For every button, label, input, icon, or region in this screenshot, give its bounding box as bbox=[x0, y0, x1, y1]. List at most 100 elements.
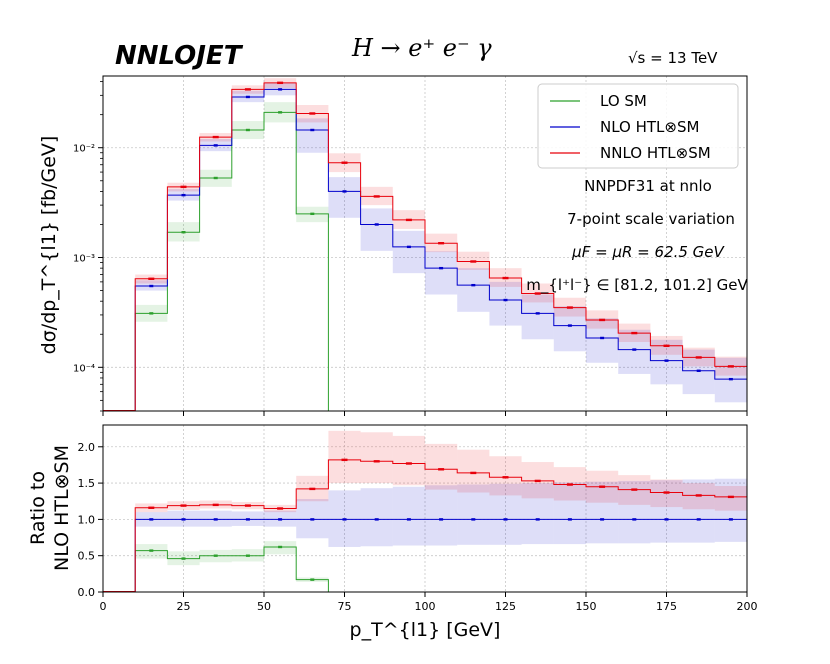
main-band-1-17 bbox=[650, 339, 683, 385]
main-marker-2-3 bbox=[212, 135, 219, 139]
ratio-marker-2-15 bbox=[599, 485, 606, 488]
main-marker-2-7 bbox=[341, 161, 348, 164]
ratio-marker-1-5 bbox=[278, 518, 283, 521]
ratio-marker-2-14 bbox=[566, 483, 573, 486]
ratio-marker-1-17 bbox=[664, 518, 669, 521]
main-marker-0-1 bbox=[149, 312, 154, 315]
main-marker-1-3 bbox=[213, 144, 218, 147]
main-y-tick-label-1: 10⁻³ bbox=[73, 254, 95, 265]
ratio-marker-1-9 bbox=[406, 518, 411, 521]
ratio-y-tick-label-3: 1.5 bbox=[78, 477, 96, 490]
main-marker-0-4 bbox=[245, 128, 250, 132]
ratio-marker-2-1 bbox=[148, 506, 155, 509]
x-tick-label-3: 75 bbox=[338, 600, 352, 613]
main-marker-2-17 bbox=[663, 344, 670, 347]
annotation-scales: μF = μR = 62.5 GeV bbox=[571, 243, 725, 261]
main-marker-2-16 bbox=[631, 331, 638, 335]
x-tick-label-1: 25 bbox=[177, 600, 191, 613]
ratio-marker-2-7 bbox=[341, 458, 348, 462]
ratio-marker-2-19 bbox=[727, 495, 734, 499]
ratio-marker-2-2 bbox=[180, 504, 187, 507]
ratio-marker-0-6 bbox=[310, 578, 315, 581]
main-band-1-13 bbox=[521, 294, 554, 340]
x-axis-label: p_T^{l1} [GeV] bbox=[350, 619, 501, 641]
x-tick-label-0: 0 bbox=[100, 600, 107, 613]
main-marker-1-17 bbox=[664, 359, 669, 362]
ratio-marker-2-3 bbox=[212, 503, 219, 507]
ratio-marker-2-13 bbox=[534, 479, 541, 483]
main-series-line-0 bbox=[134, 111, 329, 411]
ratio-y-tick-label-2: 1.0 bbox=[78, 513, 96, 526]
main-marker-1-16 bbox=[632, 348, 637, 351]
ratio-band-2-12 bbox=[489, 456, 522, 496]
ratio-marker-1-14 bbox=[567, 518, 572, 521]
ratio-band-1-11 bbox=[457, 484, 490, 545]
ratio-marker-1-12 bbox=[503, 518, 508, 521]
ratio-marker-2-6 bbox=[309, 487, 316, 491]
energy-label: √s = 13 TeV bbox=[628, 49, 718, 67]
ratio-marker-2-10 bbox=[438, 468, 445, 471]
annotation-mass-window: m_{l⁺l⁻} ∈ [81.2, 101.2] GeV bbox=[526, 276, 748, 295]
main-plot-panel: 10⁻⁴ 10⁻³ 10⁻² dσ/dp_T^{l1} [fb/GeV] LO SM… bbox=[38, 75, 748, 416]
main-marker-2-13 bbox=[534, 292, 541, 295]
ratio-band-1-8 bbox=[360, 488, 393, 547]
main-band-1-14 bbox=[553, 306, 586, 352]
ratio-marker-2-12 bbox=[502, 476, 509, 479]
main-marker-2-10 bbox=[438, 242, 445, 245]
ratio-marker-1-8 bbox=[374, 518, 379, 521]
x-tick-label-6: 150 bbox=[576, 600, 597, 613]
main-band-1-11 bbox=[457, 268, 490, 312]
legend-label-lo: LO SM bbox=[600, 92, 647, 110]
ratio-marker-2-4 bbox=[244, 504, 251, 507]
main-y-tick-label-2: 10⁻² bbox=[73, 144, 95, 155]
main-marker-1-9 bbox=[406, 245, 411, 249]
main-marker-1-14 bbox=[567, 324, 572, 327]
main-marker-2-6 bbox=[309, 112, 316, 115]
ratio-band-1-10 bbox=[425, 485, 458, 546]
ratio-y-tick-label-1: 0.5 bbox=[78, 550, 96, 563]
ratio-band-2-11 bbox=[457, 449, 490, 493]
ratio-series-line-0 bbox=[134, 546, 329, 592]
ratio-uncertainty-bands bbox=[135, 430, 747, 582]
ratio-y-axis-label-line1: Ratio to bbox=[27, 471, 49, 545]
x-tick-label-2: 50 bbox=[257, 600, 271, 613]
main-marker-2-12 bbox=[502, 276, 509, 280]
annotation-pdf: NNPDF31 at nnlo bbox=[584, 177, 712, 195]
main-y-axis-label: dσ/dp_T^{l1} [fb/GeV] bbox=[38, 136, 60, 355]
main-band-1-8 bbox=[360, 208, 393, 251]
main-y-tick-label-0: 10⁻⁴ bbox=[73, 363, 95, 374]
main-y-ticks: 10⁻⁴ 10⁻³ 10⁻² bbox=[73, 81, 748, 416]
main-marker-1-15 bbox=[600, 336, 605, 340]
ratio-marker-0-1 bbox=[149, 549, 154, 552]
ratio-band-1-12 bbox=[489, 483, 522, 545]
main-band-1-10 bbox=[425, 251, 458, 295]
ratio-central-markers bbox=[148, 458, 734, 581]
main-marker-2-5 bbox=[277, 81, 284, 85]
main-marker-2-18 bbox=[695, 356, 702, 359]
ratio-band-1-13 bbox=[521, 483, 554, 545]
main-marker-0-3 bbox=[213, 176, 218, 180]
ratio-band-2-19 bbox=[714, 485, 747, 511]
ratio-band-2-7 bbox=[328, 430, 361, 484]
ratio-band-1-18 bbox=[682, 479, 715, 543]
main-band-1-9 bbox=[392, 230, 425, 274]
ratio-band-1-9 bbox=[392, 486, 425, 546]
ratio-band-1-16 bbox=[618, 480, 651, 544]
main-marker-2-15 bbox=[599, 318, 606, 322]
ratio-y-tick-label-4: 2.0 bbox=[78, 441, 96, 454]
main-marker-2-8 bbox=[373, 195, 380, 198]
ratio-marker-1-13 bbox=[535, 518, 540, 521]
x-tick-label-8: 200 bbox=[737, 600, 758, 613]
main-marker-2-1 bbox=[148, 277, 155, 280]
annotation-scale-variation: 7-point scale variation bbox=[567, 210, 735, 228]
main-marker-1-12 bbox=[503, 298, 508, 302]
ratio-marker-1-2 bbox=[181, 518, 186, 521]
main-band-1-12 bbox=[489, 281, 522, 326]
ratio-marker-1-18 bbox=[696, 518, 701, 521]
legend: LO SM NLO HTL⊗SM NNLO HTL⊗SM bbox=[537, 83, 739, 169]
main-marker-2-4 bbox=[244, 88, 251, 91]
ratio-marker-0-3 bbox=[213, 554, 218, 557]
ratio-marker-2-9 bbox=[405, 462, 412, 465]
main-marker-2-19 bbox=[727, 365, 734, 368]
ratio-band-1-15 bbox=[586, 481, 619, 544]
